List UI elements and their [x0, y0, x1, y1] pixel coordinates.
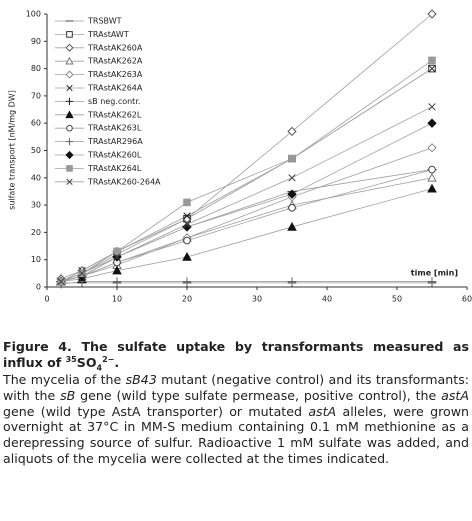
- marker: [182, 222, 192, 232]
- x-tick-label: 30: [252, 295, 262, 304]
- caption-body: The mycelia of the sB43 mutant (negative…: [3, 372, 469, 467]
- caption-text: gene (wild type AstA transporter) or mut…: [3, 403, 309, 419]
- y-tick-label: 40: [31, 173, 41, 182]
- marker: [428, 56, 436, 65]
- caption-text: sB43: [125, 372, 157, 387]
- caption-text: .: [114, 354, 120, 370]
- marker: [427, 143, 437, 153]
- marker: [65, 97, 74, 106]
- marker: [65, 150, 74, 160]
- marker: [288, 174, 296, 182]
- marker: [287, 277, 297, 286]
- marker: [428, 165, 436, 174]
- legend-label: TRAstAK260A: [87, 43, 143, 52]
- legend-label: TRAstAK263A: [87, 70, 143, 79]
- marker: [112, 277, 122, 286]
- y-tick-label: 80: [31, 64, 41, 73]
- legend-label: TRSBWT: [87, 17, 122, 26]
- marker: [183, 212, 191, 220]
- y-tick-label: 30: [31, 201, 41, 210]
- x-tick-label: 50: [392, 295, 402, 304]
- caption-text: SO: [76, 354, 97, 370]
- x-tick-label: 0: [44, 295, 49, 304]
- caption-text: astA: [441, 387, 469, 403]
- caption-text: gene (wild type sulfate permease, positi…: [75, 387, 442, 403]
- series-line: [60, 13, 433, 280]
- marker: [65, 110, 74, 119]
- caption-text: The mycelia of the: [3, 372, 126, 387]
- marker: [427, 172, 437, 182]
- marker: [427, 118, 437, 128]
- marker: [112, 265, 122, 275]
- marker: [78, 269, 86, 278]
- legend-label: TRAstAK260-264A: [87, 177, 161, 186]
- y-tick-label: 70: [31, 91, 41, 100]
- y-tick-label: 50: [31, 146, 41, 155]
- legend-label: TRAstAK262A: [87, 57, 143, 66]
- y-tick-label: 100: [26, 10, 41, 19]
- legend-label: sB neg.contr.: [88, 97, 140, 106]
- marker: [65, 137, 74, 146]
- marker: [183, 236, 191, 245]
- y-tick-label: 90: [31, 37, 41, 46]
- marker: [66, 31, 73, 38]
- x-tick-label: 60: [462, 295, 472, 304]
- y-tick-label: 20: [31, 228, 41, 237]
- marker: [183, 198, 191, 207]
- y-axis-label: sulfate transport [nM/mg DW]: [8, 90, 17, 210]
- caption-text: alleles, were grown overnight at 37°C in…: [3, 403, 470, 466]
- marker: [66, 84, 73, 92]
- caption-text: mutant (negative control) and its transf…: [3, 372, 469, 403]
- legend-label: TRAstAWT: [87, 30, 129, 39]
- marker: [65, 56, 74, 65]
- marker: [66, 165, 73, 172]
- marker: [183, 220, 191, 228]
- x-tick-label: 20: [182, 295, 192, 304]
- marker: [113, 253, 121, 261]
- legend-label: TRAstAK263L: [87, 124, 142, 133]
- marker: [65, 43, 74, 52]
- caption-title: Figure 4. The sulfate uptake by transfor…: [3, 339, 469, 373]
- marker: [57, 277, 65, 286]
- x-tick-label: 40: [322, 295, 332, 304]
- x-axis-label: time [min]: [411, 269, 458, 278]
- legend-label: TRAstAK262L: [87, 110, 142, 119]
- legend-label: TRAstAK264L: [87, 164, 142, 173]
- marker: [65, 70, 74, 79]
- marker: [182, 277, 192, 286]
- marker: [427, 183, 437, 193]
- caption-text: Figure 4. The sulfate uptake by transfor…: [3, 339, 469, 370]
- legend-label: TRAstAK260L: [87, 151, 142, 160]
- marker: [66, 178, 73, 185]
- marker: [113, 247, 121, 256]
- marker: [427, 9, 437, 19]
- x-tick-label: 10: [112, 295, 122, 304]
- marker: [428, 103, 436, 111]
- caption-text: sB: [60, 387, 76, 403]
- y-tick-label: 10: [31, 255, 41, 264]
- marker: [288, 204, 296, 212]
- y-tick-label: 0: [36, 283, 41, 292]
- legend-label: TRAstAR296A: [87, 137, 143, 146]
- marker: [287, 221, 297, 231]
- chart: sulfate transport [nM/mg DW] time [min] …: [8, 9, 472, 304]
- superscript: 2−: [102, 354, 115, 364]
- marker: [428, 64, 436, 73]
- marker: [427, 277, 437, 286]
- superscript: 35: [65, 354, 77, 364]
- caption-text: astA: [308, 403, 337, 419]
- marker: [288, 154, 296, 163]
- marker: [287, 126, 297, 137]
- marker: [66, 124, 73, 132]
- y-tick-label: 60: [31, 119, 41, 128]
- subscript: 4: [96, 363, 103, 373]
- marker: [287, 189, 297, 199]
- marker: [182, 251, 192, 261]
- legend-label: TRAstAK264A: [87, 84, 143, 93]
